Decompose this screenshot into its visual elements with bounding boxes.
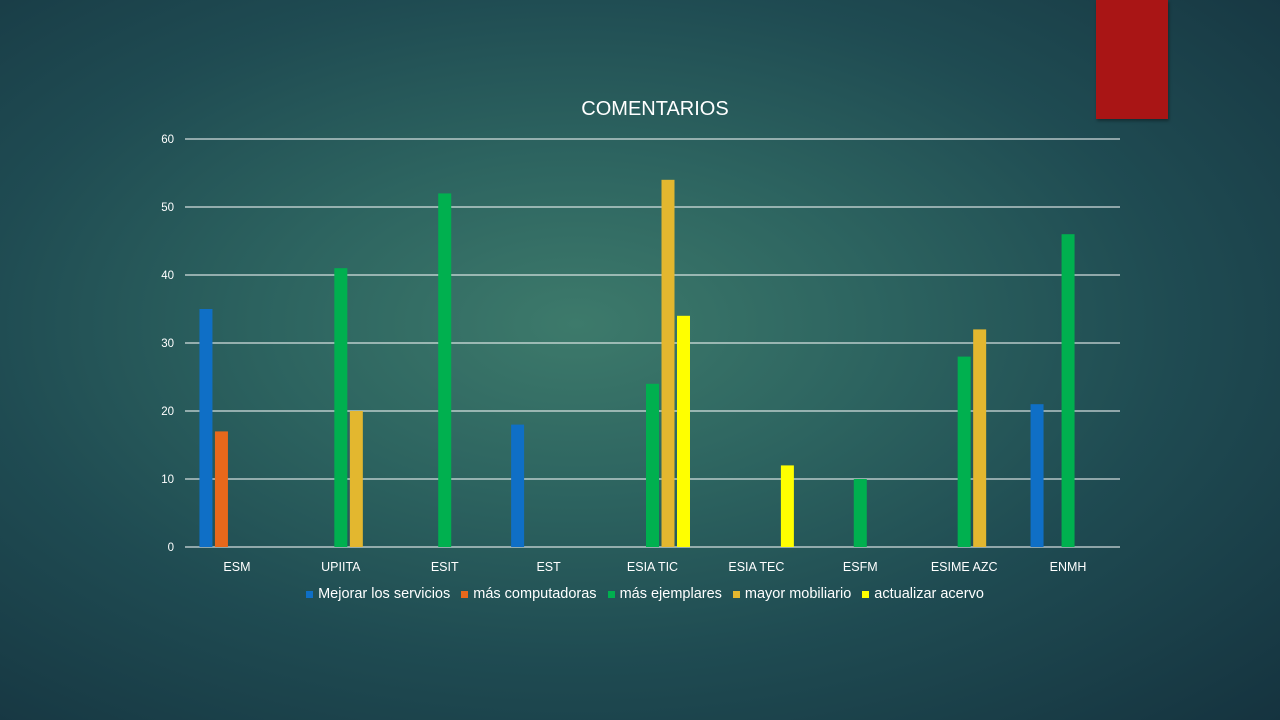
bar [334, 268, 348, 547]
y-tick-label: 40 [161, 270, 174, 282]
bar [661, 179, 675, 548]
x-tick-label: ESM [223, 560, 250, 574]
bar [438, 193, 452, 547]
y-tick-label: 10 [161, 474, 174, 486]
legend-label: más computadoras [473, 586, 597, 602]
legend-swatch [306, 590, 314, 598]
x-tick-label: ESIME AZC [931, 560, 998, 574]
bar [853, 479, 867, 547]
legend-swatch [732, 590, 740, 598]
chart-legend: Mejorar los servicios más computadoras más… [0, 586, 1280, 602]
legend-swatch [461, 590, 469, 598]
legend-item: mayor mobiliario [732, 586, 852, 602]
x-tick-label: ESIT [431, 560, 459, 574]
bar [1061, 234, 1075, 547]
bar [349, 411, 363, 547]
x-tick-label: EST [536, 560, 561, 574]
red-accent-tab [1096, 0, 1168, 119]
y-tick-label: 0 [168, 542, 174, 554]
legend-swatch [607, 590, 615, 598]
legend-item: más ejemplares [607, 586, 722, 602]
bar [957, 356, 971, 547]
x-tick-label: UPIITA [321, 560, 361, 574]
chart-title: COMENTARIOS [581, 98, 729, 120]
y-tick-label: 30 [161, 338, 174, 350]
x-tick-label: ESIA TEC [728, 560, 784, 574]
bar [511, 424, 525, 547]
y-tick-label: 50 [161, 202, 174, 214]
legend-label: Mejorar los servicios [318, 586, 451, 602]
x-tick-label: ESIA TIC [627, 560, 678, 574]
bar [646, 383, 659, 547]
bar [214, 431, 228, 547]
legend-label: mayor mobiliario [744, 586, 852, 602]
bar [780, 465, 794, 547]
legend-label: más ejemplares [619, 586, 722, 602]
bar [1030, 404, 1044, 547]
x-tick-label: ESFM [843, 560, 878, 574]
legend-swatch [862, 590, 870, 598]
legend-item: más computadoras [461, 586, 597, 602]
y-tick-label: 60 [161, 134, 174, 146]
bar [973, 329, 987, 547]
legend-item: Mejorar los servicios [306, 586, 450, 602]
y-tick-label: 20 [161, 406, 174, 418]
x-tick-label: ENMH [1050, 560, 1087, 574]
legend-label: actualizar acervo [874, 586, 984, 602]
bar [199, 309, 213, 547]
legend-item: actualizar acervo [862, 586, 984, 602]
bar [677, 315, 690, 547]
